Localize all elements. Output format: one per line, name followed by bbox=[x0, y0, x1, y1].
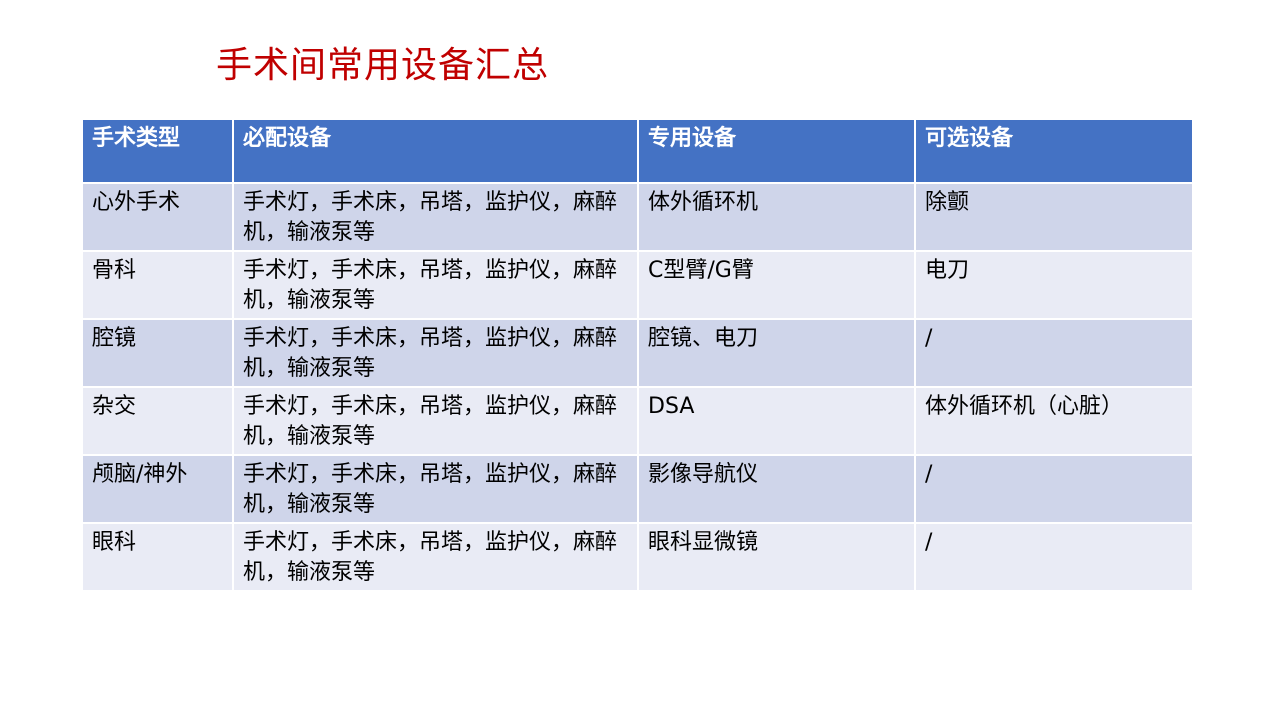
table-header-row: 手术类型 必配设备 专用设备 可选设备 bbox=[81, 118, 1194, 184]
optional-equipment-cell: 体外循环机（心脏） bbox=[914, 386, 1194, 456]
special-equipment-cell: 影像导航仪 bbox=[637, 454, 916, 524]
special-equipment-cell: DSA bbox=[637, 386, 916, 456]
required-equipment-cell: 手术灯，手术床，吊塔，监护仪，麻醉机，输液泵等 bbox=[232, 250, 639, 320]
required-equipment-cell: 手术灯，手术床，吊塔，监护仪，麻醉机，输液泵等 bbox=[232, 318, 639, 388]
table-row: 骨科 手术灯，手术床，吊塔，监护仪，麻醉机，输液泵等 C型臂/G臂 电刀 bbox=[81, 250, 1194, 320]
header-required-equipment: 必配设备 bbox=[232, 118, 639, 184]
special-equipment-cell: 腔镜、电刀 bbox=[637, 318, 916, 388]
header-optional-equipment: 可选设备 bbox=[914, 118, 1194, 184]
header-special-equipment: 专用设备 bbox=[637, 118, 916, 184]
optional-equipment-cell: / bbox=[914, 454, 1194, 524]
surgery-type-cell: 骨科 bbox=[81, 250, 234, 320]
required-equipment-cell: 手术灯，手术床，吊塔，监护仪，麻醉机，输液泵等 bbox=[232, 386, 639, 456]
table-row: 颅脑/神外 手术灯，手术床，吊塔，监护仪，麻醉机，输液泵等 影像导航仪 / bbox=[81, 454, 1194, 524]
required-equipment-cell: 手术灯，手术床，吊塔，监护仪，麻醉机，输液泵等 bbox=[232, 522, 639, 592]
optional-equipment-cell: 电刀 bbox=[914, 250, 1194, 320]
required-equipment-cell: 手术灯，手术床，吊塔，监护仪，麻醉机，输液泵等 bbox=[232, 454, 639, 524]
optional-equipment-cell: 除颤 bbox=[914, 182, 1194, 252]
slide-title: 手术间常用设备汇总 bbox=[216, 45, 550, 86]
table-row: 杂交 手术灯，手术床，吊塔，监护仪，麻醉机，输液泵等 DSA 体外循环机（心脏） bbox=[81, 386, 1194, 456]
table-row: 心外手术 手术灯，手术床，吊塔，监护仪，麻醉机，输液泵等 体外循环机 除颤 bbox=[81, 182, 1194, 252]
special-equipment-cell: 体外循环机 bbox=[637, 182, 916, 252]
special-equipment-cell: C型臂/G臂 bbox=[637, 250, 916, 320]
table-row: 腔镜 手术灯，手术床，吊塔，监护仪，麻醉机，输液泵等 腔镜、电刀 / bbox=[81, 318, 1194, 388]
equipment-table: 手术类型 必配设备 专用设备 可选设备 心外手术 手术灯，手术床，吊塔，监护仪，麻… bbox=[81, 118, 1194, 592]
required-equipment-cell: 手术灯，手术床，吊塔，监护仪，麻醉机，输液泵等 bbox=[232, 182, 639, 252]
surgery-type-cell: 颅脑/神外 bbox=[81, 454, 234, 524]
special-equipment-cell: 眼科显微镜 bbox=[637, 522, 916, 592]
surgery-type-cell: 腔镜 bbox=[81, 318, 234, 388]
optional-equipment-cell: / bbox=[914, 318, 1194, 388]
optional-equipment-cell: / bbox=[914, 522, 1194, 592]
table-row: 眼科 手术灯，手术床，吊塔，监护仪，麻醉机，输液泵等 眼科显微镜 / bbox=[81, 522, 1194, 592]
surgery-type-cell: 杂交 bbox=[81, 386, 234, 456]
surgery-type-cell: 眼科 bbox=[81, 522, 234, 592]
header-surgery-type: 手术类型 bbox=[81, 118, 234, 184]
surgery-type-cell: 心外手术 bbox=[81, 182, 234, 252]
